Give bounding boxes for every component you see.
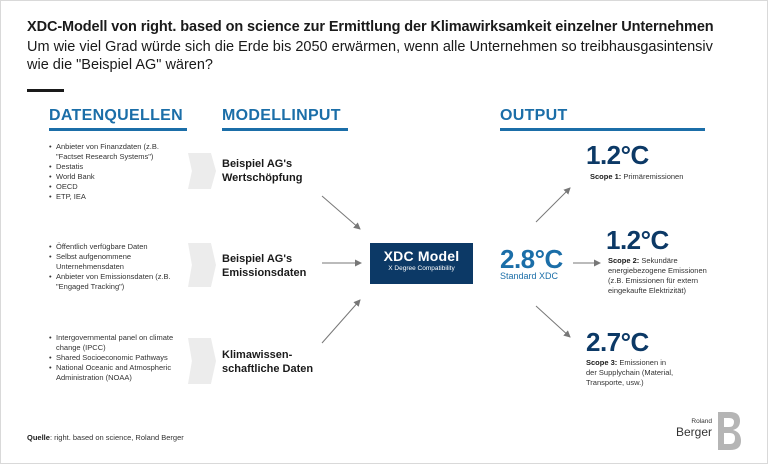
xdc-model-name: XDC Model bbox=[383, 248, 460, 264]
arrow-to-scope1 bbox=[535, 187, 571, 223]
source-note: Quelle: right. based on science, Roland … bbox=[27, 433, 184, 442]
roland-berger-logo-text: Roland Berger bbox=[676, 417, 713, 439]
source-label: Quelle bbox=[27, 433, 50, 442]
scope3-text-3: Transporte, usw.) bbox=[586, 378, 644, 387]
input-climate-data: Klimawissen- schaftliche Daten bbox=[222, 348, 313, 376]
arrow-to-scope3 bbox=[535, 305, 571, 338]
scope2-value: 1.2°C bbox=[606, 225, 669, 255]
list-item: National Oceanic and Atmospheric Adminis… bbox=[49, 363, 179, 383]
source-text: : right. based on science, Roland Berger bbox=[49, 433, 184, 442]
scope2-text-2: energiebezogene Emissionen bbox=[608, 266, 707, 275]
arrow-input1-to-model bbox=[321, 195, 361, 230]
column-header-sources: DATENQUELLEN bbox=[49, 107, 183, 124]
input-emission-data: Beispiel AG's Emissionsdaten bbox=[222, 252, 306, 280]
list-item: ETP, IEA bbox=[49, 192, 179, 202]
chevron-arrow-1 bbox=[188, 153, 216, 189]
input-emission-data-line2: Emissionsdaten bbox=[222, 267, 307, 279]
scope2-text-4: eingekaufte Elektrizität) bbox=[608, 286, 686, 295]
slide-title: XDC-Modell von right. based on science z… bbox=[27, 19, 714, 35]
input-value-chain-line1: Beispiel AG's bbox=[222, 158, 293, 170]
list-item: Intergovernmental panel on climate chang… bbox=[49, 333, 179, 353]
list-item: Anbieter von Emissionsdaten (z.B. "Engag… bbox=[49, 272, 179, 292]
scope1-desc: Scope 1: Primäremissionen bbox=[590, 172, 683, 182]
source-list-2: Öffentlich verfügbare Daten Selbst aufge… bbox=[49, 242, 179, 292]
title-rule bbox=[27, 89, 64, 92]
scope3-label: Scope 3: bbox=[586, 358, 618, 367]
input-climate-data-line2: schaftliche Daten bbox=[222, 363, 314, 375]
scope1-label: Scope 1: bbox=[590, 172, 622, 181]
chevron-arrow-2 bbox=[188, 243, 216, 287]
scope2-label: Scope 2: bbox=[608, 256, 640, 265]
scope1-text: Primäremissionen bbox=[623, 172, 684, 181]
list-item: Öffentlich verfügbare Daten bbox=[49, 242, 179, 252]
column-underline-output bbox=[500, 128, 705, 131]
column-underline-input bbox=[222, 128, 348, 131]
list-item: Anbieter von Finanzdaten (z.B. "Factset … bbox=[49, 142, 179, 162]
chevron-arrow-3 bbox=[188, 338, 216, 384]
column-header-input: MODELLINPUT bbox=[222, 107, 341, 124]
scope3-text-1: Emissionen in bbox=[619, 358, 667, 367]
standard-xdc-label: Standard XDC bbox=[500, 271, 559, 281]
input-climate-data-line1: Klimawissen- bbox=[222, 349, 293, 361]
logo-big-text: Berger bbox=[676, 425, 713, 439]
xdc-model-subname: X Degree Compatibility bbox=[388, 265, 455, 272]
list-item: Selbst aufgenommene Unternehmensdaten bbox=[49, 252, 179, 272]
scope1-value: 1.2°C bbox=[586, 140, 649, 170]
slide-subtitle: Um wie viel Grad würde sich die Erde bis… bbox=[27, 39, 713, 73]
scope2-text-3: (z.B. Emissionen für extern bbox=[608, 276, 699, 285]
source-list-1: Anbieter von Finanzdaten (z.B. "Factset … bbox=[49, 142, 179, 202]
list-item: Shared Socioeconomic Pathways bbox=[49, 353, 179, 363]
roland-berger-logo-icon bbox=[718, 412, 741, 450]
input-value-chain: Beispiel AG's Wertschöpfung bbox=[222, 157, 302, 185]
standard-xdc-value: 2.8°C bbox=[500, 244, 563, 274]
scope3-value: 2.7°C bbox=[586, 327, 649, 357]
column-header-output: OUTPUT bbox=[500, 107, 568, 124]
logo-small-text: Roland bbox=[691, 418, 713, 425]
input-emission-data-line1: Beispiel AG's bbox=[222, 253, 293, 265]
xdc-model-box: XDC Model X Degree Compatibility bbox=[370, 243, 473, 284]
list-item: OECD bbox=[49, 182, 179, 192]
scope2-desc: Scope 2: Sekundäre energiebezogene Emiss… bbox=[608, 256, 718, 296]
input-value-chain-line2: Wertschöpfung bbox=[222, 172, 303, 184]
column-underline-sources bbox=[49, 128, 187, 131]
scope2-text-1: Sekundäre bbox=[641, 256, 678, 265]
list-item: World Bank bbox=[49, 172, 179, 182]
arrow-input3-to-model bbox=[321, 299, 361, 344]
scope3-desc: Scope 3: Emissionen in der Supplychain (… bbox=[586, 358, 696, 388]
scope3-text-2: der Supplychain (Material, bbox=[586, 368, 674, 377]
list-item: Destatis bbox=[49, 162, 179, 172]
source-list-3: Intergovernmental panel on climate chang… bbox=[49, 333, 179, 383]
